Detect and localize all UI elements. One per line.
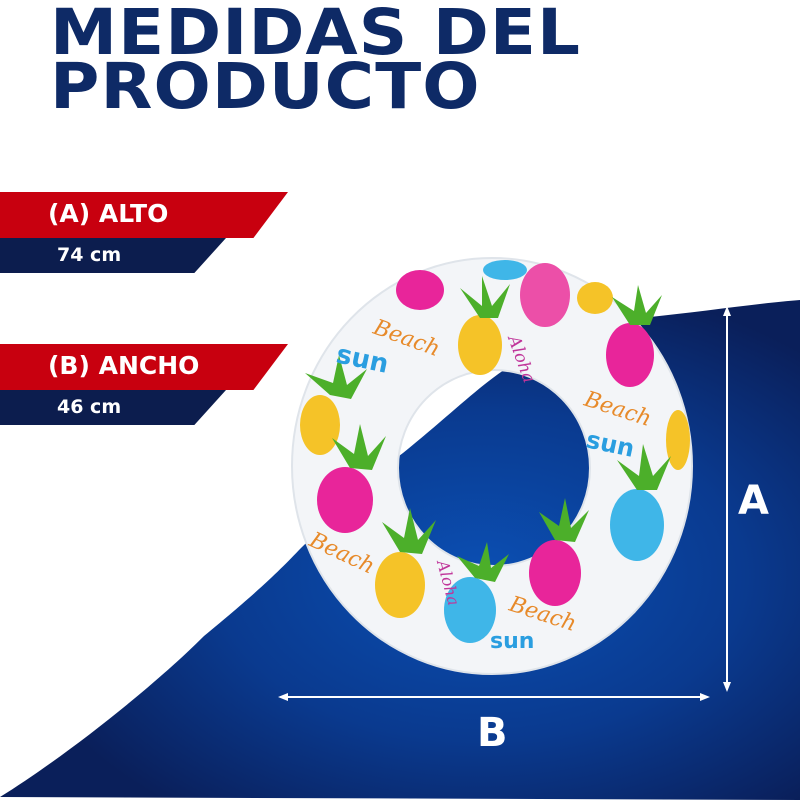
print-word-sun: sun: [490, 629, 534, 654]
width-label: (B) ANCHO: [48, 351, 200, 380]
height-marker: A: [738, 478, 769, 524]
width-marker: B: [477, 710, 508, 756]
page-title: MEDIDAS DEL PRODUCTO: [50, 1, 581, 118]
title-line-1: MEDIDAS DEL: [50, 0, 582, 69]
height-value-band: [0, 238, 226, 273]
width-arrow: [278, 693, 710, 701]
title-line-2: PRODUCTO: [50, 50, 481, 123]
height-arrow: [723, 306, 731, 692]
height-value: 74 cm: [57, 244, 122, 266]
width-value: 46 cm: [57, 396, 122, 418]
width-label-band: [0, 344, 288, 390]
height-label: (A) ALTO: [48, 199, 169, 228]
height-label-band: [0, 192, 288, 238]
swim-ring-image: Beach sun Aloha Beach sun Beach Aloha Be…: [290, 257, 694, 675]
width-value-band: [0, 390, 226, 425]
